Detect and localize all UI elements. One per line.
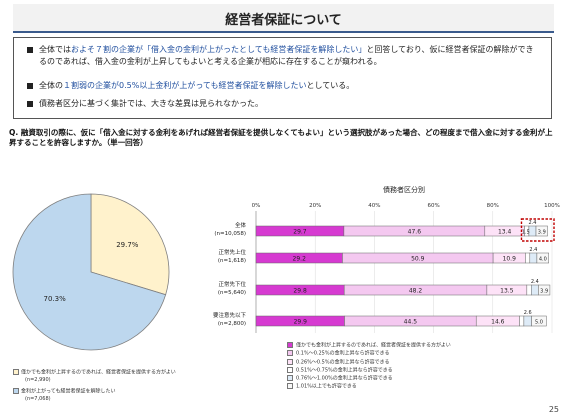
data-label: 10.9 <box>503 256 517 263</box>
pie-legend-n-2: (n=7,068) <box>25 395 51 402</box>
pie-legend-item-2: 金利が上がっても経営者保証を解除したい (n=7,068) <box>13 388 116 403</box>
data-label: 1.5 <box>522 230 530 236</box>
data-label: 29.9 <box>294 319 308 326</box>
legend-swatch <box>13 369 19 375</box>
data-label: 3.9 <box>538 230 546 236</box>
bar-legend-item: 1.01%以上でも許容できる <box>287 383 451 391</box>
bar-legend-label: 0.51%～0.75%の金利上昇なら許容できる <box>296 367 393 374</box>
bullet-2-pre: 全体の <box>39 81 63 90</box>
bar-segment <box>531 315 547 327</box>
legend-swatch <box>13 388 19 394</box>
data-label: 3.9 <box>540 289 548 295</box>
data-label: 2.4 <box>528 220 536 226</box>
legend-swatch <box>287 383 293 390</box>
page-title: 経営者保証について <box>225 13 342 28</box>
bullet-3-text: 債務者区分に基づく集計では、大きな差異は見られなかった。 <box>39 99 263 108</box>
survey-question: Q. 融資取引の際に、仮に「借入金に対する金利をあげれば経営者保証を提供しなくて… <box>9 128 553 147</box>
data-label: 2.6 <box>524 310 532 316</box>
data-label: 4.0 <box>539 257 547 263</box>
bar-chart-title: 債務者区分別 <box>383 185 425 194</box>
data-label: 47.6 <box>408 229 422 236</box>
bar-legend-label: 0.76%～1.00%の金利上昇なら許容できる <box>296 375 393 382</box>
category-label: 正常先上位 <box>218 248 246 256</box>
data-label: 29.8 <box>293 288 307 295</box>
pie-legend-label-2: 金利が上がっても経営者保証を解除したい <box>21 388 116 395</box>
category-label: 要注意先以下 <box>213 311 247 319</box>
bar-legend-item: 0.51%～0.75%の金利上昇なら許容できる <box>287 366 451 375</box>
category-label: 正常先下位 <box>218 280 246 288</box>
bar-legend-item: 0.76%～1.00%の金利上昇なら許容できる <box>287 375 451 383</box>
legend-swatch <box>287 375 293 382</box>
x-tick-label: 0% <box>252 203 261 209</box>
pie-legend-label-1: 僅かでも金利が上昇するのであれば、経営者保証を提供する方がよい <box>21 369 176 376</box>
bar-segment <box>538 284 551 296</box>
data-label: 44.5 <box>404 319 418 326</box>
category-n-label: (n=10,058) <box>214 231 246 237</box>
square-bullet-icon <box>27 47 33 53</box>
bar-legend-label: 1.01%以上でも許容できる <box>296 383 357 390</box>
data-label: 2.4 <box>529 247 537 253</box>
bar-segment <box>528 225 537 237</box>
bar-segment <box>536 252 549 264</box>
category-n-label: (n=2,800) <box>218 321 246 327</box>
bar-legend-label: 僅かでも金利が上昇するのであれば、経営者保証を提供する方がよい <box>296 342 451 349</box>
data-label: 5.0 <box>535 320 543 326</box>
legend-swatch <box>287 358 293 365</box>
title-bar: 経営者保証について <box>13 4 554 33</box>
summary-bullet-1: 全体ではおよそ７割の企業が「借入金の金利が上がったとしても経営者保証を解除したい… <box>27 44 537 68</box>
summary-box: 全体ではおよそ７割の企業が「借入金の金利が上がったとしても経営者保証を解除したい… <box>13 37 552 119</box>
square-bullet-icon <box>27 83 33 89</box>
legend-swatch <box>287 342 293 348</box>
bar-segment <box>519 315 525 327</box>
bar-segment <box>523 315 532 327</box>
highlight-box <box>520 218 555 242</box>
data-label: 2.4 <box>531 279 539 285</box>
summary-bullet-2: 全体の１割弱の企業が0.5%以上金利が上がっても経営者保証を解除したいとしている… <box>27 80 537 92</box>
square-bullet-icon <box>27 101 33 107</box>
bar-segment <box>531 284 539 296</box>
page-number: 25 <box>548 405 559 414</box>
data-label: 14.6 <box>491 319 505 326</box>
bar-segment <box>535 225 548 237</box>
legend-swatch <box>287 366 293 373</box>
summary-bullet-3: 債務者区分に基づく集計では、大きな差異は見られなかった。 <box>27 98 537 110</box>
x-tick-label: 40% <box>368 203 380 209</box>
bar-legend: 僅かでも金利が上昇するのであれば、経営者保証を提供する方がよい 0.1%～0.25… <box>287 342 451 392</box>
data-label: 29.2 <box>293 256 307 263</box>
bar-legend-item: 0.1%～0.25%の金利上昇なら許容できる <box>287 350 451 358</box>
category-n-label: (n=1,618) <box>218 258 246 264</box>
bar-legend-label: 0.1%～0.25%の金利上昇なら許容できる <box>296 350 390 357</box>
bullet-1-highlight: およそ７割の企業が「借入金の金利が上がったとしても経営者保証を解除したい」 <box>71 45 367 54</box>
x-tick-label: 20% <box>309 203 321 209</box>
bullet-1-pre: 全体では <box>39 45 71 54</box>
category-n-label: (n=5,640) <box>218 290 246 296</box>
bullet-1-post: と回答しており、仮に経営者保証の解除ができるのであれば、借入金の金利が上昇しても… <box>39 45 534 66</box>
pie-label-2: 70.3% <box>44 295 67 303</box>
bullet-2-highlight: １割弱の企業が0.5%以上金利が上がっても経営者保証を解除したい <box>63 81 307 90</box>
x-tick-label: 80% <box>487 203 499 209</box>
data-label: 13.4 <box>498 229 512 236</box>
data-label: 48.2 <box>409 288 423 295</box>
bar-legend-label: 0.26%～0.5%の金利上昇なら許容できる <box>296 359 390 366</box>
bar-segment <box>525 252 531 264</box>
bar-legend-item: 僅かでも金利が上昇するのであれば、経営者保証を提供する方がよい <box>287 342 451 350</box>
data-label: 29.7 <box>293 229 307 236</box>
x-tick-label: 60% <box>427 203 439 209</box>
pie-slice-2 <box>12 193 167 351</box>
pie-legend-item-1: 僅かでも金利が上昇するのであれば、経営者保証を提供する方がよい (n=2,990… <box>13 369 176 384</box>
data-label: 50.9 <box>411 256 425 263</box>
pie-legend-n-1: (n=2,990) <box>25 376 51 383</box>
bar-legend-item: 0.26%～0.5%の金利上昇なら許容できる <box>287 358 451 367</box>
pie-label-1: 29.7% <box>116 241 139 249</box>
pie-slice-1 <box>90 193 170 296</box>
bar-segment <box>529 252 538 264</box>
data-label: 13.5 <box>500 288 514 295</box>
legend-swatch <box>287 350 293 357</box>
category-label: 全体 <box>235 221 247 229</box>
x-tick-label: 100% <box>544 203 560 209</box>
bullet-2-post: としている。 <box>306 81 355 90</box>
bar-segment <box>526 284 532 296</box>
